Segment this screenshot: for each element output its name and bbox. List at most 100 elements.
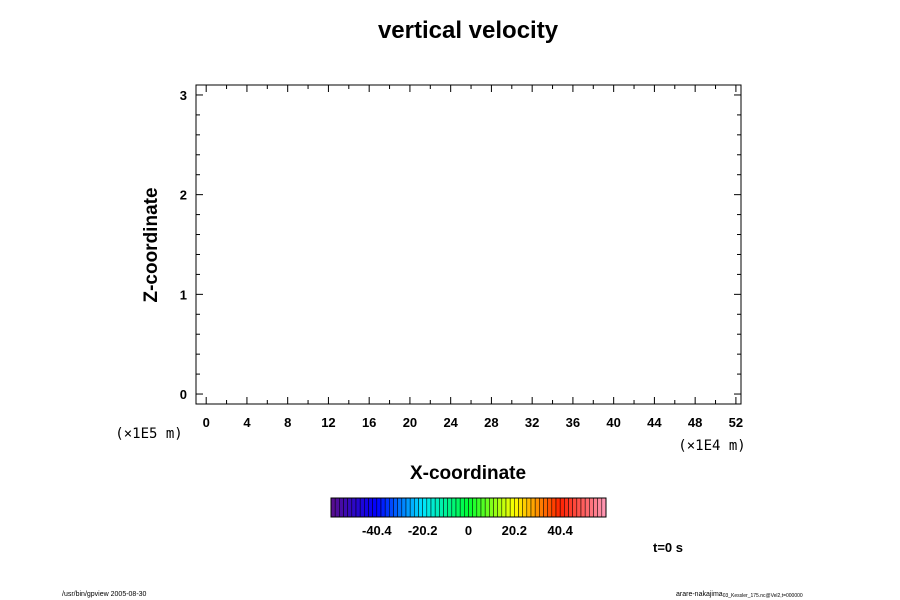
colorbar-tick-label: 40.4 [548, 523, 574, 538]
colorbar-segment [343, 497, 348, 518]
colorbar-segment [455, 497, 461, 518]
colorbar-segment [389, 497, 394, 518]
y-tick-label: 1 [180, 287, 187, 302]
colorbar-tick-label: -20.2 [408, 523, 438, 538]
y-tick-label: 3 [180, 88, 187, 103]
colorbar-segment [414, 497, 419, 518]
colorbar-segment [559, 497, 565, 518]
colorbar-segment [434, 497, 440, 518]
time-label: t=0 s [653, 540, 683, 555]
x-tick-label: 36 [566, 415, 580, 430]
x-tick-label: 20 [403, 415, 417, 430]
x-tick-label: 52 [729, 415, 743, 430]
y-tick-label: 0 [180, 387, 187, 402]
plot-area [195, 84, 742, 405]
x-tick-label: 44 [647, 415, 662, 430]
x-tick-label: 40 [606, 415, 620, 430]
colorbar-segment [376, 497, 382, 518]
colorbar-segment [493, 497, 498, 518]
colorbar-segment [518, 497, 523, 518]
colorbar-segment [418, 497, 423, 518]
colorbar-segment [568, 497, 573, 518]
colorbar-segment [443, 497, 448, 518]
colorbar-tick-label: 20.2 [502, 523, 527, 538]
colorbar-tick-label: -40.4 [362, 523, 392, 538]
colorbar-segment [534, 497, 540, 518]
colorbar-segment [339, 497, 344, 518]
x-axis-unit: (×1E4 m) [678, 438, 745, 454]
colorbar-segment [580, 497, 586, 518]
x-tick-label: 12 [321, 415, 335, 430]
colorbar-segment [351, 497, 357, 518]
colorbar-segment [347, 497, 353, 518]
colorbar-segment [472, 497, 478, 518]
footer-command: /usr/bin/gpview 2005-08-30 [62, 591, 147, 598]
x-axis-title: X-coordinate [410, 463, 526, 484]
colorbar-segment [509, 497, 515, 518]
colorbar-segment [505, 497, 511, 518]
colorbar-segment [584, 497, 590, 518]
colorbar-segment [393, 497, 398, 518]
y-tick-label: 2 [180, 188, 187, 203]
colorbar-segment [601, 497, 607, 518]
x-axis-tick-labels: 0 4 8 12 16 20 24 28 32 36 40 44 48 52 [203, 415, 744, 430]
colorbar-tick-label: 0 [465, 523, 472, 538]
colorbar-segment [355, 497, 361, 518]
colorbar-segment [459, 497, 465, 518]
y-axis-tick-labels: 0 1 2 3 [180, 88, 187, 402]
colorbar-segment [384, 497, 390, 518]
colorbar-segment [489, 497, 494, 518]
colorbar-segment [576, 497, 582, 518]
colorbar-segment [476, 497, 482, 518]
x-tick-label: 48 [688, 415, 702, 430]
colorbar-segment [526, 497, 532, 518]
colorbar-segment [426, 497, 432, 518]
x-tick-label: 16 [362, 415, 376, 430]
axis-ticks [196, 85, 741, 404]
colorbar-segment [501, 497, 507, 518]
colorbar-segment [522, 497, 528, 518]
colorbar-segment [447, 497, 453, 518]
colorbar-segment [551, 497, 557, 518]
colorbar-segment [497, 497, 503, 518]
colorbar-segment [334, 497, 340, 518]
colorbar-segment [397, 497, 403, 518]
colorbar-segment [359, 497, 365, 518]
colorbar-segment [593, 497, 598, 518]
footer-author: arare-nakajima [676, 591, 723, 598]
colorbar-segment [422, 497, 428, 518]
x-tick-label: 0 [203, 415, 210, 430]
colorbar-segment [464, 497, 469, 518]
colorbar-segment [401, 497, 407, 518]
x-tick-label: 8 [284, 415, 291, 430]
colorbar-segment [555, 497, 561, 518]
colorbar-segment [514, 497, 519, 518]
chart-title: vertical velocity [378, 17, 559, 44]
colorbar-segment [484, 497, 490, 518]
colorbar-segment [530, 497, 536, 518]
colorbar-segment [539, 497, 544, 518]
colorbar-segment [368, 497, 373, 518]
colorbar-segment [589, 497, 594, 518]
colorbar-segment [372, 497, 378, 518]
colorbar-frame [330, 497, 607, 518]
footer-source: arare-nakajima03_Kessler_175.nc@Vel2,t=0… [676, 591, 803, 599]
colorbar-segment [380, 497, 386, 518]
colorbar-segment [564, 497, 569, 518]
x-tick-label: 24 [443, 415, 458, 430]
colorbar-segment [439, 497, 444, 518]
colorbar-segment [364, 497, 369, 518]
colorbar-segment [597, 497, 603, 518]
footer-file: 03_Kessler_175.nc@Vel2,t=000000 [723, 593, 803, 599]
x-tick-label: 4 [243, 415, 251, 430]
colorbar-segment [409, 497, 415, 518]
y-axis-title: Z-coordinate [141, 187, 162, 302]
x-tick-label: 28 [484, 415, 498, 430]
colorbar-segment [480, 497, 486, 518]
x-tick-label: 32 [525, 415, 539, 430]
colorbar-segment [430, 497, 436, 518]
colorbar [330, 497, 607, 518]
y-axis-unit: (×1E5 m) [115, 426, 182, 442]
colorbar-segment [572, 497, 578, 518]
